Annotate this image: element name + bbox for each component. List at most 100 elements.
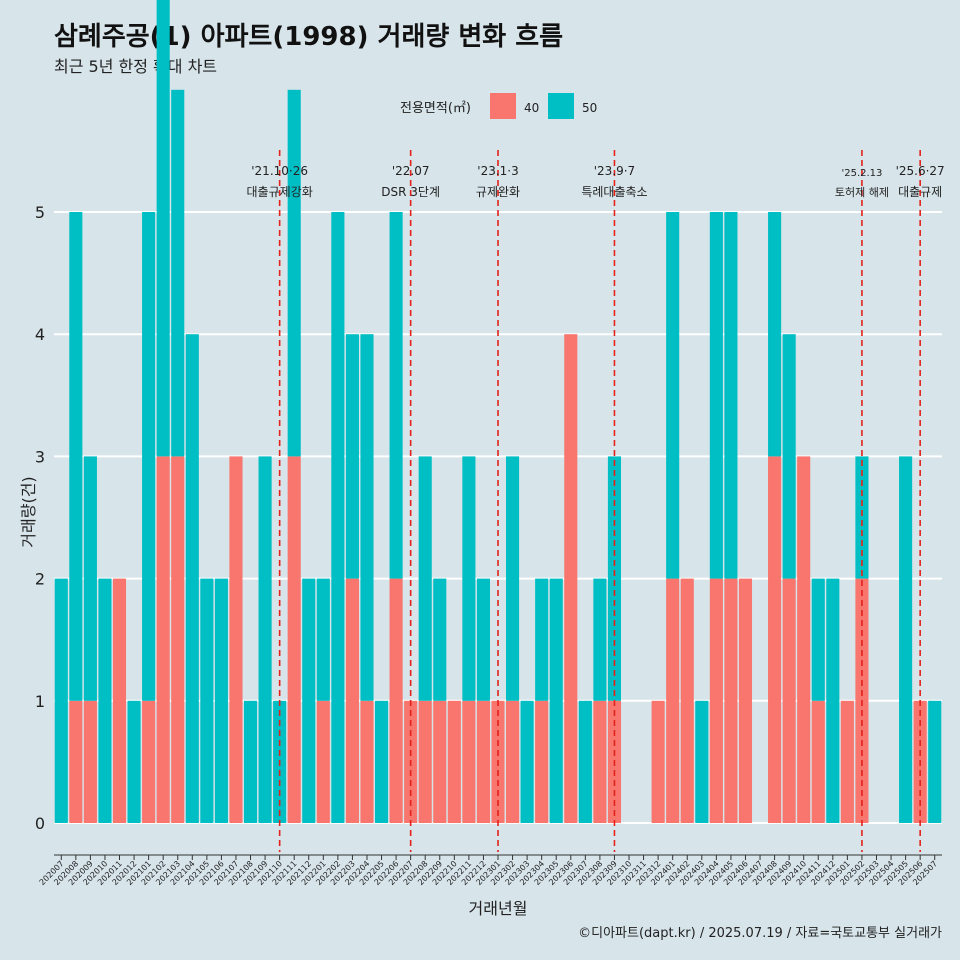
bar-202101-40 xyxy=(142,700,156,823)
bar-202302-50 xyxy=(506,456,520,701)
bar-202212-40 xyxy=(476,700,490,823)
bar-202105-50 xyxy=(200,578,214,823)
bar-202302-40 xyxy=(506,700,520,823)
bar-202204-50 xyxy=(360,334,374,701)
chart-title: 삼례주공(1) 아파트(1998) 거래량 변화 흐름 xyxy=(54,22,564,52)
bar-202103-50 xyxy=(171,89,185,457)
bar-202303-50 xyxy=(520,700,534,823)
bar-202412-50 xyxy=(826,578,840,823)
legend-swatch-40 xyxy=(490,93,516,119)
legend-swatch-50 xyxy=(548,93,574,119)
annotation-date-202110: '21.10·26 xyxy=(251,164,308,178)
bar-202408-50 xyxy=(768,212,782,457)
bar-202211-50 xyxy=(462,456,476,701)
annotation-label-202110: 대출규제강화 xyxy=(247,185,313,199)
bar-202212-50 xyxy=(476,578,490,701)
bar-202405-50 xyxy=(724,212,738,579)
bar-202106-50 xyxy=(214,578,228,823)
bar-202309-50 xyxy=(607,456,622,701)
bar-202408-40 xyxy=(768,456,782,823)
bar-202205-50 xyxy=(374,700,389,823)
legend-label-40: 40 xyxy=(524,101,539,115)
annotation-date-202502: '25.2.13 xyxy=(841,168,882,179)
bar-202209-50 xyxy=(433,578,447,701)
bar-202203-40 xyxy=(345,578,359,823)
bar-202409-50 xyxy=(782,334,796,579)
annotation-label-202506: 대출규제 xyxy=(898,185,942,199)
bar-202308-50 xyxy=(593,578,607,701)
legend-title: 전용면적(㎡) xyxy=(400,101,471,116)
bar-202411-50 xyxy=(811,578,825,701)
annotation-date-202207: '22.07 xyxy=(392,164,430,178)
y-tick-label-0: 0 xyxy=(35,814,45,833)
bar-202011-40 xyxy=(112,578,127,823)
bar-202401-40 xyxy=(666,578,680,823)
y-tick-label-2: 2 xyxy=(35,570,45,589)
bar-202204-40 xyxy=(360,700,374,823)
bar-202306-40 xyxy=(564,334,578,823)
bar-202104-50 xyxy=(185,334,199,823)
bar-202102-50 xyxy=(156,0,170,457)
annotation-date-202301: '23.1·3 xyxy=(477,164,518,178)
bar-202505-50 xyxy=(899,456,913,823)
bar-202501-40 xyxy=(840,700,854,823)
bar-202211-40 xyxy=(462,700,476,823)
bar-202401-50 xyxy=(666,212,680,579)
bar-202402-40 xyxy=(680,578,694,823)
bar-202206-40 xyxy=(389,578,403,823)
bar-202403-50 xyxy=(695,700,709,823)
bar-202201-50 xyxy=(316,578,330,701)
bar-202209-40 xyxy=(433,700,447,823)
bar-202202-50 xyxy=(331,212,345,823)
bar-202007-50 xyxy=(54,578,68,823)
annotation-date-202309: '23.9·7 xyxy=(594,164,635,178)
bar-202010-50 xyxy=(98,578,112,823)
annotations: '21.10·26 대출규제강화 '22.07 DSR 3단계 '23.1·3 규제완화 '… xyxy=(247,150,945,852)
y-tick-label-1: 1 xyxy=(35,692,45,711)
bars xyxy=(54,0,942,823)
legend: 전용면적(㎡) 40 50 xyxy=(400,93,597,119)
bar-202312-40 xyxy=(651,700,665,823)
bar-202107-40 xyxy=(229,456,243,823)
bar-202208-40 xyxy=(418,700,432,823)
annotation-label-202502: 토허제 해제 xyxy=(835,185,889,199)
x-axis-title: 거래년월 xyxy=(469,899,528,918)
bar-202406-40 xyxy=(738,578,753,823)
chart-caption: ©디아파트(dapt.kr) / 2025.07.19 / 자료=국토교통부 실… xyxy=(578,926,942,941)
bar-202307-50 xyxy=(578,700,592,823)
bar-202411-40 xyxy=(811,700,825,823)
bar-202308-40 xyxy=(593,700,607,823)
bar-202502-50 xyxy=(855,456,869,579)
annotation-label-202207: DSR 3단계 xyxy=(381,185,440,199)
bar-202304-50 xyxy=(535,578,549,701)
annotation-label-202309: 특례대출축소 xyxy=(581,185,647,199)
bar-202305-50 xyxy=(549,578,563,823)
bar-202201-40 xyxy=(316,700,330,823)
bar-202203-50 xyxy=(345,334,359,579)
bar-202108-50 xyxy=(243,700,258,823)
y-tick-label-5: 5 xyxy=(35,203,45,222)
bar-202304-40 xyxy=(535,700,549,823)
bar-202009-40 xyxy=(83,700,97,823)
bar-202111-50 xyxy=(287,89,301,457)
bar-202102-40 xyxy=(156,456,170,823)
bar-202008-40 xyxy=(69,700,83,823)
bar-202409-40 xyxy=(782,578,796,823)
bar-202012-50 xyxy=(127,700,141,823)
y-axis-title: 거래량(건) xyxy=(19,476,38,547)
bar-202109-50 xyxy=(258,456,272,823)
bar-202404-50 xyxy=(709,212,723,579)
bar-202101-50 xyxy=(142,212,156,701)
bar-202210-40 xyxy=(447,700,461,823)
bar-202410-40 xyxy=(797,456,811,823)
bar-202103-40 xyxy=(171,456,185,823)
bar-202111-40 xyxy=(287,456,301,823)
bar-202008-50 xyxy=(69,212,83,701)
y-tick-label-4: 4 xyxy=(35,325,45,344)
annotation-label-202301: 규제완화 xyxy=(476,185,520,199)
chart-subtitle: 최근 5년 한정 확대 차트 xyxy=(54,57,218,76)
bar-202009-50 xyxy=(83,456,97,701)
y-tick-label-3: 3 xyxy=(35,447,45,466)
